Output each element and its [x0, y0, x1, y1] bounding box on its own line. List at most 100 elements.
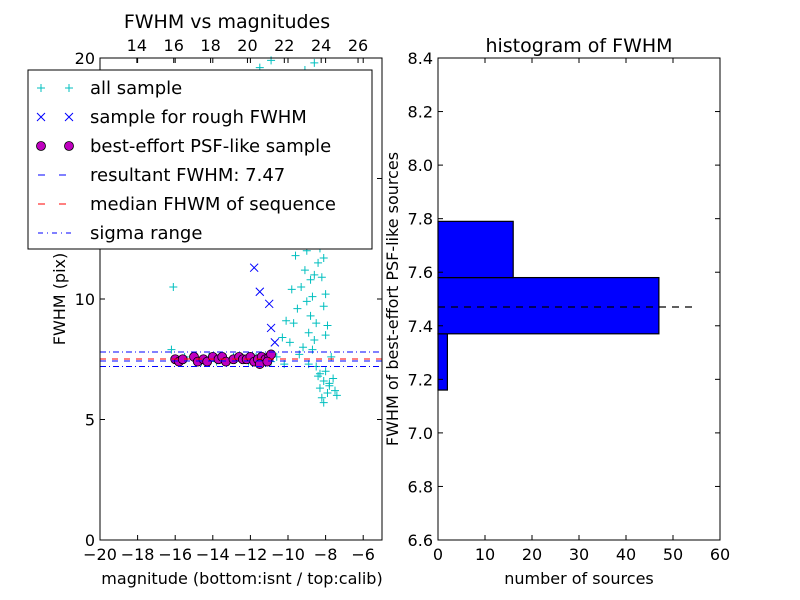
legend-item: best-effort PSF-like sample [36, 136, 331, 157]
data-point-plus [331, 386, 339, 395]
legend-item: median FHWM of sequence [38, 194, 336, 215]
data-point-plus [317, 273, 326, 282]
data-point-plus [278, 333, 287, 342]
top-x-tick-label: 16 [164, 36, 184, 55]
y-tick-label: 7.2 [408, 370, 433, 389]
y-tick-label: 7.8 [408, 210, 433, 229]
x-tick-label: −14 [196, 545, 230, 564]
x-tick-label: −20 [83, 545, 117, 564]
x-tick-label: 20 [522, 545, 542, 564]
x-tick-label: 10 [475, 545, 495, 564]
x-tick-label: −10 [271, 545, 305, 564]
histogram-y-label: FWHM of best-effort PSF-like sources [383, 152, 402, 446]
histogram-y-axis: 6.6 6.8 7.0 7.2 7.4 7.6 7.8 8.0 8.2 8.4 [408, 49, 720, 550]
scatter-title: FWHM vs magnitudes [124, 11, 330, 33]
histogram-bar [437, 333, 448, 391]
scatter-panel: −20−18−16−14−12−10−8−6 05101520 14161820… [27, 11, 383, 588]
data-point-plus [332, 391, 341, 400]
x-tick-label: 30 [569, 545, 589, 564]
data-point-plus [310, 270, 319, 279]
data-point-plus [299, 343, 308, 352]
legend-label: best-effort PSF-like sample [90, 136, 331, 157]
legend-marker [65, 84, 73, 92]
legend-label: all sample [90, 78, 182, 99]
data-point-plus [319, 398, 328, 407]
scatter-y-label: FWHM (pix) [50, 253, 69, 346]
x-tick-label: −12 [234, 545, 268, 564]
data-point-plus [317, 393, 326, 402]
data-point-plus [287, 285, 296, 294]
data-point-plus [319, 302, 328, 311]
data-point-plus [312, 319, 321, 328]
data-point-plus [321, 367, 330, 376]
x-tick-label: −18 [121, 545, 155, 564]
data-point-plus [306, 275, 315, 284]
legend-label: resultant FWHM: 7.47 [90, 165, 285, 186]
x-tick-label: −6 [351, 545, 375, 564]
y-tick-label: 5 [85, 411, 95, 430]
data-point-x [270, 338, 280, 347]
data-point-x [249, 263, 259, 273]
legend-marker [36, 141, 46, 151]
data-point-plus [293, 304, 302, 313]
legend-marker [64, 141, 74, 151]
data-point-plus [323, 321, 332, 330]
data-point-x [264, 299, 274, 309]
data-point-plus [297, 282, 306, 291]
x-tick-label: 60 [710, 545, 730, 564]
histogram-title: histogram of FWHM [485, 35, 672, 57]
legend-box [27, 69, 373, 250]
data-point-plus [308, 292, 317, 301]
legend-item: resultant FWHM: 7.47 [38, 165, 285, 186]
scatter-x-label: magnitude (bottom:isnt / top:calib) [101, 569, 382, 588]
data-point-plus [315, 384, 324, 393]
top-x-tick-label: 18 [200, 36, 220, 55]
data-point-plus [310, 58, 319, 67]
x-tick-label: 40 [616, 545, 636, 564]
histogram-bar [437, 276, 660, 335]
data-point-plus [319, 376, 328, 385]
legend-marker [37, 84, 45, 92]
x-tick-label: 50 [663, 545, 683, 564]
data-point-plus [300, 266, 309, 275]
data-point-plus [289, 319, 298, 328]
scatter-x-axis: −20 −18 −16 −14 −12 −10 −8 −6 [83, 58, 375, 564]
data-point-plus [321, 331, 330, 340]
top-x-tick-label: 14 [127, 36, 147, 55]
scatter-top-axis: 14 16 18 20 22 24 26 [127, 36, 368, 63]
data-point-x [266, 323, 276, 333]
y-tick-label: 7.6 [408, 263, 433, 282]
top-x-tick-label: 20 [237, 36, 257, 55]
histogram-panel: 0 10 20 30 40 50 60 6.6 6.8 7.0 7.2 7.4 7.6 7.8 8.0 8.… [383, 35, 730, 588]
y-tick-label: 6.8 [408, 477, 433, 496]
histogram-bar [437, 220, 514, 279]
y-tick-label: 10 [75, 290, 95, 309]
top-x-tick-label: 22 [274, 36, 294, 55]
data-point-plus [167, 345, 176, 354]
legend-label: median FHWM of sequence [90, 194, 336, 215]
data-point-plus [329, 374, 338, 383]
data-point-plus [319, 254, 328, 263]
legend-marker [36, 112, 46, 122]
x-tick-label: 0 [433, 545, 443, 564]
legend-item: sigma range [38, 223, 202, 244]
y-tick-label: 8.4 [408, 49, 433, 68]
legend-item: all sample [37, 78, 182, 99]
legend: all sample sample for rough FWHM best-effo… [27, 69, 373, 250]
data-point-plus [327, 352, 336, 361]
x-tick-label: −16 [158, 545, 192, 564]
legend-label: sigma range [90, 223, 202, 244]
data-point-plus [282, 316, 291, 325]
data-point-plus [314, 258, 323, 267]
data-point-plus [321, 290, 330, 299]
legend-item: sample for rough FWHM [36, 107, 307, 128]
data-point-x [255, 287, 265, 297]
x-tick-label: −8 [314, 545, 338, 564]
y-tick-label: 6.6 [408, 531, 433, 550]
legend-label: sample for rough FWHM [90, 107, 307, 128]
y-tick-label: 20 [75, 49, 95, 68]
data-point-plus [291, 251, 300, 260]
top-x-tick-label: 24 [311, 36, 331, 55]
y-tick-label: 8.0 [408, 156, 433, 175]
data-point-plus [310, 335, 319, 344]
